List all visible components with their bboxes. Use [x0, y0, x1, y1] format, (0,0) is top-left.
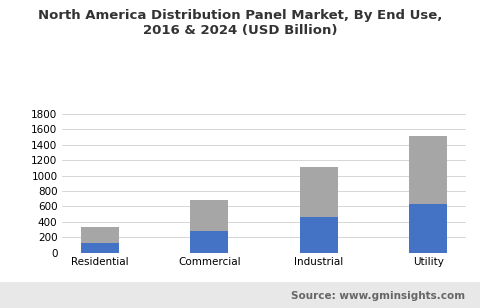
Text: North America Distribution Panel Market, By End Use,
2016 & 2024 (USD Billion): North America Distribution Panel Market,… — [38, 9, 442, 37]
Bar — [300, 167, 338, 217]
Bar — [81, 227, 119, 243]
Bar — [409, 136, 447, 204]
Legend: 2016, 2024: 2016, 2024 — [207, 286, 321, 305]
Bar — [300, 217, 338, 253]
Bar — [190, 200, 228, 231]
Text: Source: www.gminsights.com: Source: www.gminsights.com — [291, 291, 466, 301]
Bar — [190, 231, 228, 253]
Bar — [409, 204, 447, 253]
Bar — [81, 243, 119, 253]
